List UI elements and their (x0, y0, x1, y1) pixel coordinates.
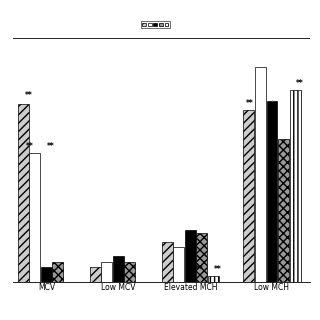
Bar (196, 233, 207, 282)
Bar (18, 104, 29, 282)
Bar (113, 256, 124, 282)
Text: **: ** (295, 79, 303, 88)
Bar (162, 242, 173, 282)
Text: **: ** (26, 141, 34, 150)
Text: **: ** (246, 99, 253, 108)
Bar (208, 276, 219, 282)
Text: **: ** (25, 92, 33, 100)
Bar (255, 67, 266, 282)
Bar (173, 247, 184, 282)
Bar (185, 230, 196, 282)
Bar (29, 153, 40, 282)
Bar (90, 267, 101, 282)
Bar (244, 110, 254, 282)
Text: **: ** (214, 265, 222, 274)
Bar (267, 101, 277, 282)
Legend: , , , , : , , , , (141, 21, 170, 28)
Bar (101, 261, 112, 282)
Bar (124, 261, 135, 282)
Bar (290, 90, 300, 282)
Bar (41, 267, 52, 282)
Text: **: ** (47, 141, 55, 150)
Bar (278, 139, 289, 282)
Bar (52, 261, 63, 282)
Text: **: ** (196, 265, 204, 274)
